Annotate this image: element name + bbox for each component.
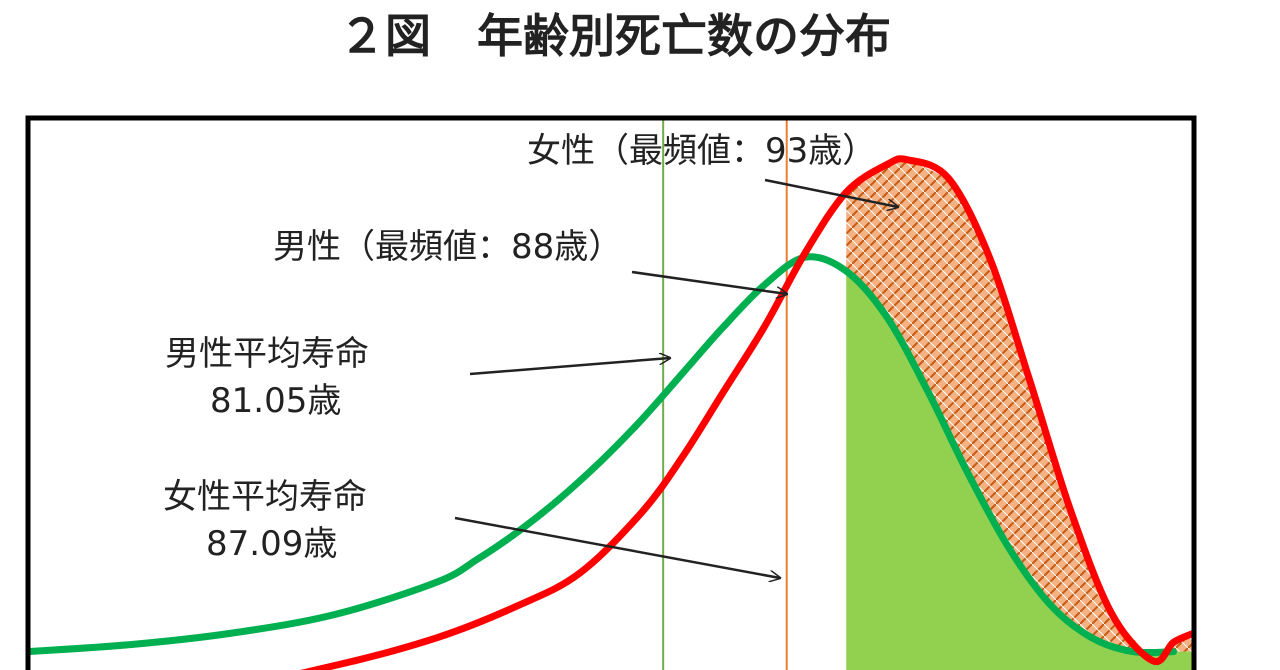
male-mean-arrow: [469, 358, 670, 376]
female-mode-arrow: [764, 178, 898, 207]
annotations: 女性（最頻値：93歳） 男性（最頻値：88歳） 男性平均寿命 81.05歳 女性…: [163, 131, 898, 578]
male-shaded-area: [846, 271, 1194, 670]
male-mean-value: 81.05歳: [210, 381, 341, 421]
male-mode-arrow: [631, 270, 787, 294]
female-excess-area: [846, 159, 1194, 661]
male-mean-label: 男性平均寿命: [165, 334, 369, 374]
male-series-line: [28, 253, 1177, 657]
female-mean-arrow: [454, 516, 780, 578]
female-mean-value: 87.09歳: [206, 524, 337, 564]
female-mean-label: 女性平均寿命: [163, 477, 367, 517]
male-mode-label: 男性（最頻値：88歳）: [273, 227, 622, 267]
plot-frame: [25, 115, 1197, 670]
female-mode-label: 女性（最頻値：93歳）: [527, 131, 876, 171]
chart-title: ２図 年齢別死亡数の分布: [339, 9, 891, 63]
female-series-line: [300, 155, 1194, 670]
plot-area: [28, 118, 1194, 670]
